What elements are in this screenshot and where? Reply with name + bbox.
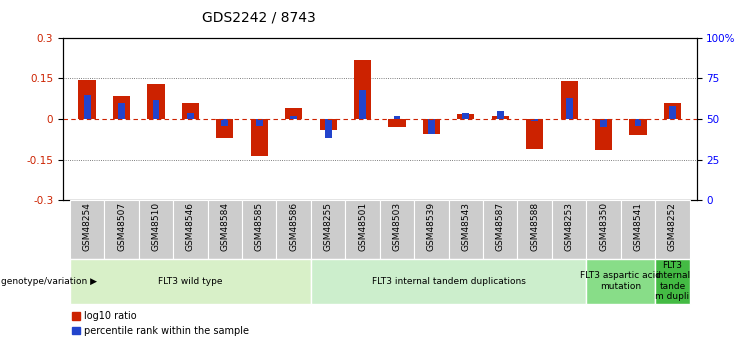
- Text: genotype/variation ▶: genotype/variation ▶: [1, 277, 98, 286]
- Bar: [113, 96, 130, 119]
- Bar: [380, 200, 414, 259]
- Text: GSM48253: GSM48253: [565, 202, 574, 251]
- Bar: [393, 116, 400, 119]
- Text: GSM48254: GSM48254: [82, 202, 92, 251]
- Text: GSM48503: GSM48503: [393, 202, 402, 251]
- Bar: [457, 114, 474, 119]
- Text: GSM48501: GSM48501: [358, 202, 367, 251]
- Bar: [462, 112, 469, 119]
- Text: GSM48587: GSM48587: [496, 202, 505, 251]
- Bar: [655, 200, 690, 259]
- Bar: [325, 119, 331, 138]
- Bar: [428, 119, 435, 134]
- Text: GSM48584: GSM48584: [220, 202, 229, 251]
- Bar: [560, 81, 578, 119]
- Bar: [600, 119, 607, 127]
- Bar: [664, 103, 681, 119]
- Bar: [207, 200, 242, 259]
- Text: FLT3 internal tandem duplications: FLT3 internal tandem duplications: [372, 277, 525, 286]
- Legend: log10 ratio, percentile rank within the sample: log10 ratio, percentile rank within the …: [68, 307, 253, 340]
- Bar: [311, 200, 345, 259]
- Text: GSM48255: GSM48255: [324, 202, 333, 251]
- Text: GSM48539: GSM48539: [427, 202, 436, 251]
- Bar: [565, 98, 573, 119]
- Bar: [414, 200, 448, 259]
- Text: GSM48586: GSM48586: [289, 202, 298, 251]
- Bar: [104, 200, 139, 259]
- Bar: [345, 200, 379, 259]
- Bar: [139, 200, 173, 259]
- Bar: [634, 119, 642, 126]
- Bar: [182, 103, 199, 119]
- Bar: [290, 116, 297, 119]
- Bar: [285, 108, 302, 119]
- Text: GSM48588: GSM48588: [531, 202, 539, 251]
- Bar: [496, 111, 504, 119]
- Text: FLT3 wild type: FLT3 wild type: [158, 277, 222, 286]
- Text: GSM48507: GSM48507: [117, 202, 126, 251]
- Bar: [586, 259, 655, 304]
- Bar: [79, 80, 96, 119]
- Bar: [359, 90, 366, 119]
- Bar: [256, 119, 263, 126]
- Bar: [242, 200, 276, 259]
- Bar: [276, 200, 311, 259]
- Bar: [492, 116, 509, 119]
- Text: GSM48543: GSM48543: [462, 202, 471, 251]
- Text: FLT3
internal
tande
m dupli: FLT3 internal tande m dupli: [655, 261, 690, 301]
- Bar: [250, 119, 268, 156]
- Bar: [423, 119, 440, 134]
- Bar: [526, 119, 543, 149]
- Bar: [595, 119, 612, 150]
- Text: GSM48252: GSM48252: [668, 202, 677, 251]
- Text: GDS2242 / 8743: GDS2242 / 8743: [202, 10, 316, 24]
- Bar: [388, 119, 405, 127]
- Bar: [216, 119, 233, 138]
- Text: GSM48350: GSM48350: [599, 202, 608, 251]
- Bar: [621, 200, 655, 259]
- Bar: [629, 119, 647, 135]
- Bar: [669, 106, 676, 119]
- Bar: [517, 200, 552, 259]
- Bar: [655, 259, 690, 304]
- Bar: [70, 200, 104, 259]
- Bar: [187, 112, 194, 119]
- Text: GSM48585: GSM48585: [255, 202, 264, 251]
- Bar: [319, 119, 336, 130]
- Bar: [483, 200, 517, 259]
- Bar: [354, 60, 371, 119]
- Text: FLT3 aspartic acid
mutation: FLT3 aspartic acid mutation: [580, 272, 661, 291]
- Bar: [147, 84, 165, 119]
- Bar: [531, 119, 538, 121]
- Bar: [586, 200, 621, 259]
- Text: GSM48541: GSM48541: [634, 202, 642, 251]
- Text: GSM48510: GSM48510: [151, 202, 161, 251]
- Bar: [222, 119, 228, 126]
- Bar: [118, 103, 125, 119]
- Bar: [84, 95, 90, 119]
- Bar: [552, 200, 586, 259]
- Bar: [311, 259, 586, 304]
- Bar: [70, 259, 311, 304]
- Bar: [153, 100, 159, 119]
- Bar: [448, 200, 483, 259]
- Bar: [173, 200, 207, 259]
- Text: GSM48546: GSM48546: [186, 202, 195, 251]
